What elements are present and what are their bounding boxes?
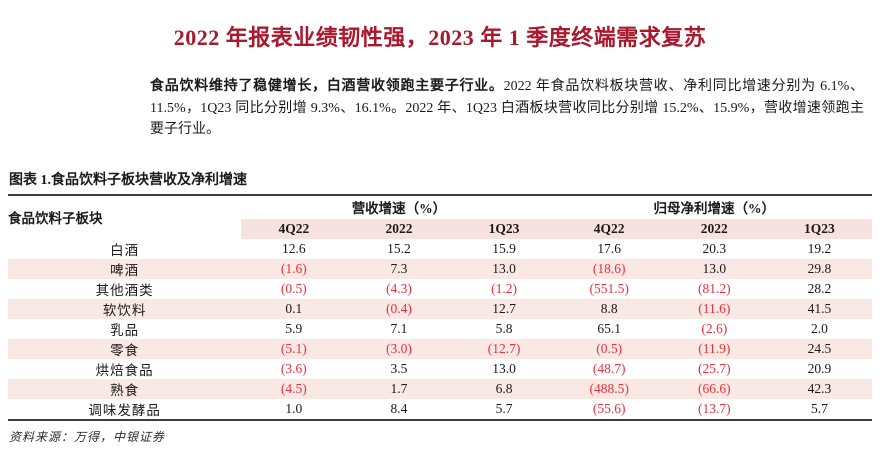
table-row: 熟食 (4.5) 1.7 6.8 (488.5) (66.6) 42.3 — [8, 378, 872, 399]
sub-header-rev-4q22: 4Q22 — [241, 218, 347, 239]
value-cell: 20.3 — [702, 240, 727, 256]
summary-lead-text: 食品饮料维持了稳健增长，白酒营收领跑主要子行业。 — [150, 79, 504, 94]
value-cell: (11.9) — [661, 338, 767, 359]
value-cell: 5.7 — [810, 400, 828, 416]
value-cell: 5.8 — [495, 320, 513, 336]
table-row: 其他酒类 (0.5) (4.3) (1.2) (551.5) (81.2) 28.2 — [8, 279, 872, 299]
value-cell: 13.0 — [661, 258, 767, 279]
report-page: 2022 年报表业绩韧性强，2023 年 1 季度终端需求复苏 食品饮料维持了稳… — [8, 25, 872, 445]
value-cell: 13.0 — [492, 360, 516, 376]
sub-header-rev-1q23: 1Q23 — [451, 218, 557, 239]
sub-header-rev-2022: 2022 — [346, 218, 452, 239]
value-cell: 8.8 — [556, 298, 662, 319]
sub-header-profit-4q22: 4Q22 — [556, 218, 662, 239]
value-cell: (3.6) — [280, 360, 307, 376]
column-header-sector: 食品饮料子板块 — [8, 211, 103, 226]
value-cell: 65.1 — [597, 320, 621, 336]
value-cell: (11.6) — [661, 298, 767, 319]
row-label: 零食 — [8, 338, 242, 359]
table-row: 烘焙食品 (3.6) 3.5 13.0 (48.7) (25.7) 20.9 — [8, 359, 872, 379]
value-cell: (4.3) — [386, 280, 412, 296]
table-row: 软饮料 0.1 (0.4) 12.7 8.8 (11.6) 41.5 — [8, 298, 872, 319]
value-cell: 8.4 — [390, 400, 408, 416]
summary-paragraph: 食品饮料维持了稳健增长，白酒营收领跑主要子行业。2022 年食品饮料板块营收、净… — [150, 76, 864, 141]
group-header-revenue-growth: 营收增速（%） — [351, 201, 447, 216]
value-cell: 12.7 — [451, 298, 557, 319]
value-cell: (25.7) — [697, 360, 731, 376]
sub-header-profit-1q23: 1Q23 — [766, 218, 872, 239]
row-label: 白酒 — [110, 242, 140, 258]
value-cell: 15.2 — [387, 240, 411, 256]
summary-rest-text: 2022 年食品饮料板块营收、净利同比增速分别为 6.1%、11.5%，1Q23… — [150, 79, 864, 137]
row-label: 软饮料 — [8, 298, 242, 319]
value-cell: (551.5) — [589, 280, 629, 296]
source-note: 资料来源：万得，中银证券 — [9, 429, 166, 444]
value-cell: (12.7) — [451, 338, 557, 359]
value-cell: 28.2 — [807, 280, 832, 296]
value-cell: 12.6 — [282, 240, 306, 256]
figure-caption: 图表 1.食品饮料子板块营收及净利增速 — [8, 169, 872, 196]
value-cell: (81.2) — [697, 280, 731, 296]
sub-header-profit-2022: 2022 — [661, 218, 767, 239]
row-label: 烘焙食品 — [95, 362, 154, 378]
value-cell: (4.5) — [241, 378, 347, 399]
value-cell: (1.6) — [241, 258, 347, 279]
value-cell: 6.8 — [451, 378, 557, 399]
value-cell: 1.0 — [285, 400, 303, 416]
table-row: 白酒 12.6 15.2 15.9 17.6 20.3 19.2 — [8, 239, 872, 259]
value-cell: 15.9 — [492, 240, 516, 256]
value-cell: (66.6) — [661, 378, 767, 399]
value-cell: 29.8 — [766, 258, 872, 279]
value-cell: 19.2 — [807, 240, 832, 256]
value-cell: 5.7 — [495, 400, 513, 416]
value-cell: (1.2) — [491, 280, 517, 296]
value-cell: 41.5 — [766, 298, 872, 319]
value-cell: (48.7) — [592, 360, 626, 376]
growth-table: 食品饮料子板块 营收增速（%） 归母净利增速（%） 4Q22 2022 1Q23… — [8, 196, 872, 421]
value-cell: 5.9 — [285, 320, 303, 336]
value-cell: (0.5) — [556, 338, 662, 359]
row-label: 熟食 — [8, 378, 242, 399]
page-title: 2022 年报表业绩韧性强，2023 年 1 季度终端需求复苏 — [173, 25, 707, 50]
value-cell: (2.6) — [701, 320, 728, 336]
row-label: 啤酒 — [8, 258, 242, 279]
value-cell: (13.7) — [697, 400, 731, 416]
value-cell: (488.5) — [556, 378, 662, 399]
value-cell: (0.5) — [280, 280, 307, 296]
value-cell: 7.1 — [390, 320, 408, 336]
table-row: 调味发酵品 1.0 8.4 5.7 (55.6) (13.7) 5.7 — [8, 399, 872, 420]
table-group-header-row: 食品饮料子板块 营收增速（%） 归母净利增速（%） — [8, 196, 872, 226]
figure-block: 图表 1.食品饮料子板块营收及净利增速 食品饮料子板块 营收增速（%） 归母净利… — [8, 169, 872, 445]
value-cell: (3.0) — [346, 338, 452, 359]
value-cell: 0.1 — [241, 298, 347, 319]
group-header-net-profit-growth: 归母净利增速（%） — [653, 201, 776, 216]
value-cell: 2.0 — [810, 320, 828, 336]
value-cell: 24.5 — [766, 338, 872, 359]
table-row: 零食 (5.1) (3.0) (12.7) (0.5) (11.9) 24.5 — [8, 338, 872, 359]
value-cell: (18.6) — [556, 258, 662, 279]
value-cell: (0.4) — [346, 298, 452, 319]
value-cell: (5.1) — [241, 338, 347, 359]
value-cell: 1.7 — [346, 378, 452, 399]
value-cell: 13.0 — [451, 258, 557, 279]
value-cell: 7.3 — [346, 258, 452, 279]
table-body: 白酒 12.6 15.2 15.9 17.6 20.3 19.2 啤酒 (1.6) 7.3 13.0… — [8, 239, 872, 420]
row-label: 调味发酵品 — [88, 402, 161, 418]
value-cell: (55.6) — [592, 400, 626, 416]
value-cell: 3.5 — [390, 360, 408, 376]
value-cell: 20.9 — [807, 360, 832, 376]
table-row: 啤酒 (1.6) 7.3 13.0 (18.6) 13.0 29.8 — [8, 258, 872, 279]
value-cell: 42.3 — [766, 378, 872, 399]
row-label: 其他酒类 — [95, 282, 154, 298]
row-label: 乳品 — [110, 322, 140, 338]
table-subheader-row: 4Q22 2022 1Q23 4Q22 2022 1Q23 — [8, 218, 872, 239]
value-cell: 17.6 — [597, 240, 621, 256]
table-row: 乳品 5.9 7.1 5.8 65.1 (2.6) 2.0 — [8, 319, 872, 339]
